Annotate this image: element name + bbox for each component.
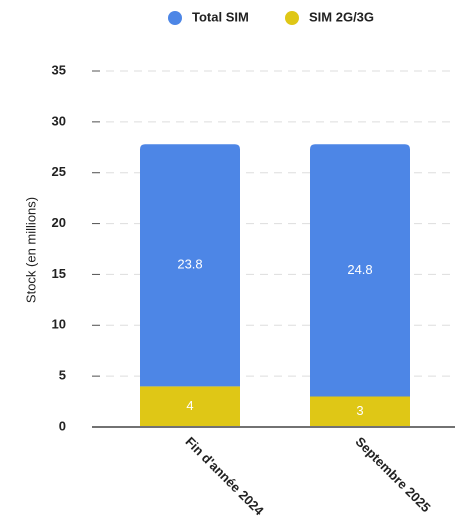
- legend-label: SIM 2G/3G: [309, 9, 374, 24]
- bar-segment: [140, 144, 240, 387]
- y-tick-label: 15: [52, 266, 66, 281]
- y-tick-label: 10: [52, 317, 66, 332]
- legend-label: Total SIM: [192, 9, 249, 24]
- y-tick-label: 5: [59, 368, 66, 383]
- y-axis-label: Stock (en millions): [23, 197, 38, 303]
- data-label: 3: [356, 403, 363, 418]
- data-label: 23.8: [177, 257, 202, 272]
- legend-swatch: [285, 11, 299, 25]
- y-tick-label: 35: [52, 62, 66, 77]
- y-tick-label: 30: [52, 113, 66, 128]
- data-label: 24.8: [347, 262, 372, 277]
- y-tick-label: 20: [52, 215, 66, 230]
- x-tick-label: Septembre 2025: [352, 434, 433, 515]
- bar-segment: [310, 144, 410, 397]
- y-tick-label: 25: [52, 164, 66, 179]
- bar-segment: [140, 386, 240, 426]
- y-tick-label: 0: [59, 418, 66, 433]
- legend-swatch: [168, 11, 182, 25]
- x-tick-label: Fin d'année 2024: [182, 434, 267, 519]
- data-label: 4: [186, 398, 193, 413]
- bar-segment: [310, 396, 410, 426]
